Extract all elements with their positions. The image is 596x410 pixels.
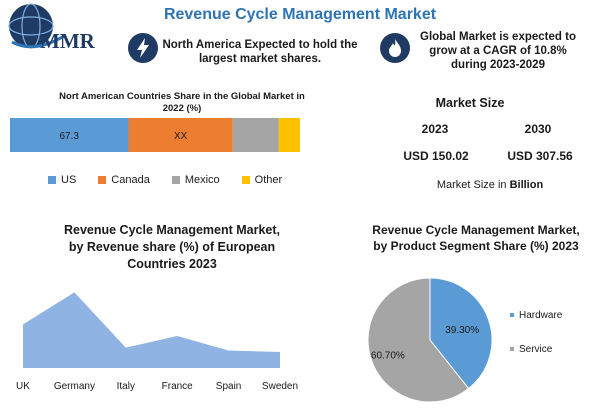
legend-label: Canada	[111, 174, 150, 186]
pie-data-label: 39.30%	[445, 325, 479, 336]
market-size-unit: Market Size in Billion	[410, 179, 570, 191]
mmr-logo: MMR	[4, 2, 116, 56]
bolt-icon	[128, 33, 158, 63]
pie-legend-item-service: Service	[510, 341, 562, 357]
logo-text: MMR	[40, 29, 96, 53]
bar-segment-other	[278, 118, 300, 152]
market-size-value-2030: USD 307.56	[507, 149, 573, 163]
bar-data-label: 67.3	[60, 131, 80, 142]
stacked-bar-chart: 67.3 XX	[10, 118, 300, 152]
market-size-unit-prefix: Market Size in	[436, 179, 510, 191]
pie-legend-label: Service	[519, 343, 553, 355]
legend-label: US	[61, 174, 77, 186]
pie-legend-item-hardware: Hardware	[510, 307, 562, 323]
market-size-unit-bold: Billion	[509, 179, 544, 191]
x-tick-label: France	[162, 381, 194, 392]
pie-legend-label: Hardware	[519, 309, 563, 321]
bar-segment-us	[10, 118, 129, 152]
legend-label: Mexico	[184, 174, 220, 186]
area-series	[23, 292, 280, 368]
legend-swatch	[48, 176, 56, 184]
pie-slice-service	[367, 277, 470, 403]
legend-item-mexico: Mexico	[171, 174, 220, 186]
legend-swatch	[241, 176, 250, 184]
market-size-title: Market Size	[435, 96, 505, 110]
flame-icon	[380, 33, 410, 63]
x-tick-label: Italy	[117, 381, 135, 392]
highlight-north-america: North America Expected to hold the large…	[162, 39, 358, 65]
market-size-year-2023: 2023	[421, 122, 449, 136]
pie-legend-swatch	[510, 347, 514, 351]
pie-data-label: 60.70%	[371, 351, 405, 362]
pie-legend-swatch	[510, 313, 514, 317]
bar-segment-mexico	[232, 118, 279, 152]
legend-item-other: Other	[241, 174, 283, 186]
legend-swatch	[98, 176, 107, 184]
bar-data-label: XX	[174, 131, 188, 142]
legend-item-canada: Canada	[98, 174, 150, 186]
pie-slice-hardware	[429, 277, 493, 390]
bar-segment-canada	[128, 118, 233, 152]
bar-chart-legend: US Canada Mexico Other	[48, 174, 304, 187]
legend-item-us: US	[48, 174, 76, 186]
x-tick-label: UK	[16, 381, 30, 392]
legend-swatch	[171, 176, 180, 184]
area-chart-title: Revenue Cycle Management Market, by Reve…	[63, 223, 281, 271]
x-tick-label: Germany	[54, 381, 95, 392]
globe-icon	[9, 4, 53, 48]
page-title: Revenue Cycle Management Market	[163, 6, 437, 23]
bar-chart-title: Nort American Countries Share in the Glo…	[59, 91, 305, 114]
pie-chart-title: Revenue Cycle Management Market, by Prod…	[372, 223, 580, 253]
x-tick-label: Spain	[216, 381, 242, 392]
highlight-global-cagr: Global Market is expected to grow at a C…	[420, 31, 576, 71]
market-size-value-2023: USD 150.02	[403, 149, 469, 163]
area-chart: UK Germany Italy France Spain Sweden	[16, 292, 298, 392]
market-size-year-2030: 2030	[524, 122, 552, 136]
x-tick-label: Sweden	[262, 381, 298, 392]
pie-chart-legend: Hardware Service	[510, 307, 562, 375]
pie-chart: 39.30% 60.70%	[367, 277, 493, 403]
legend-label: Other	[254, 174, 283, 186]
